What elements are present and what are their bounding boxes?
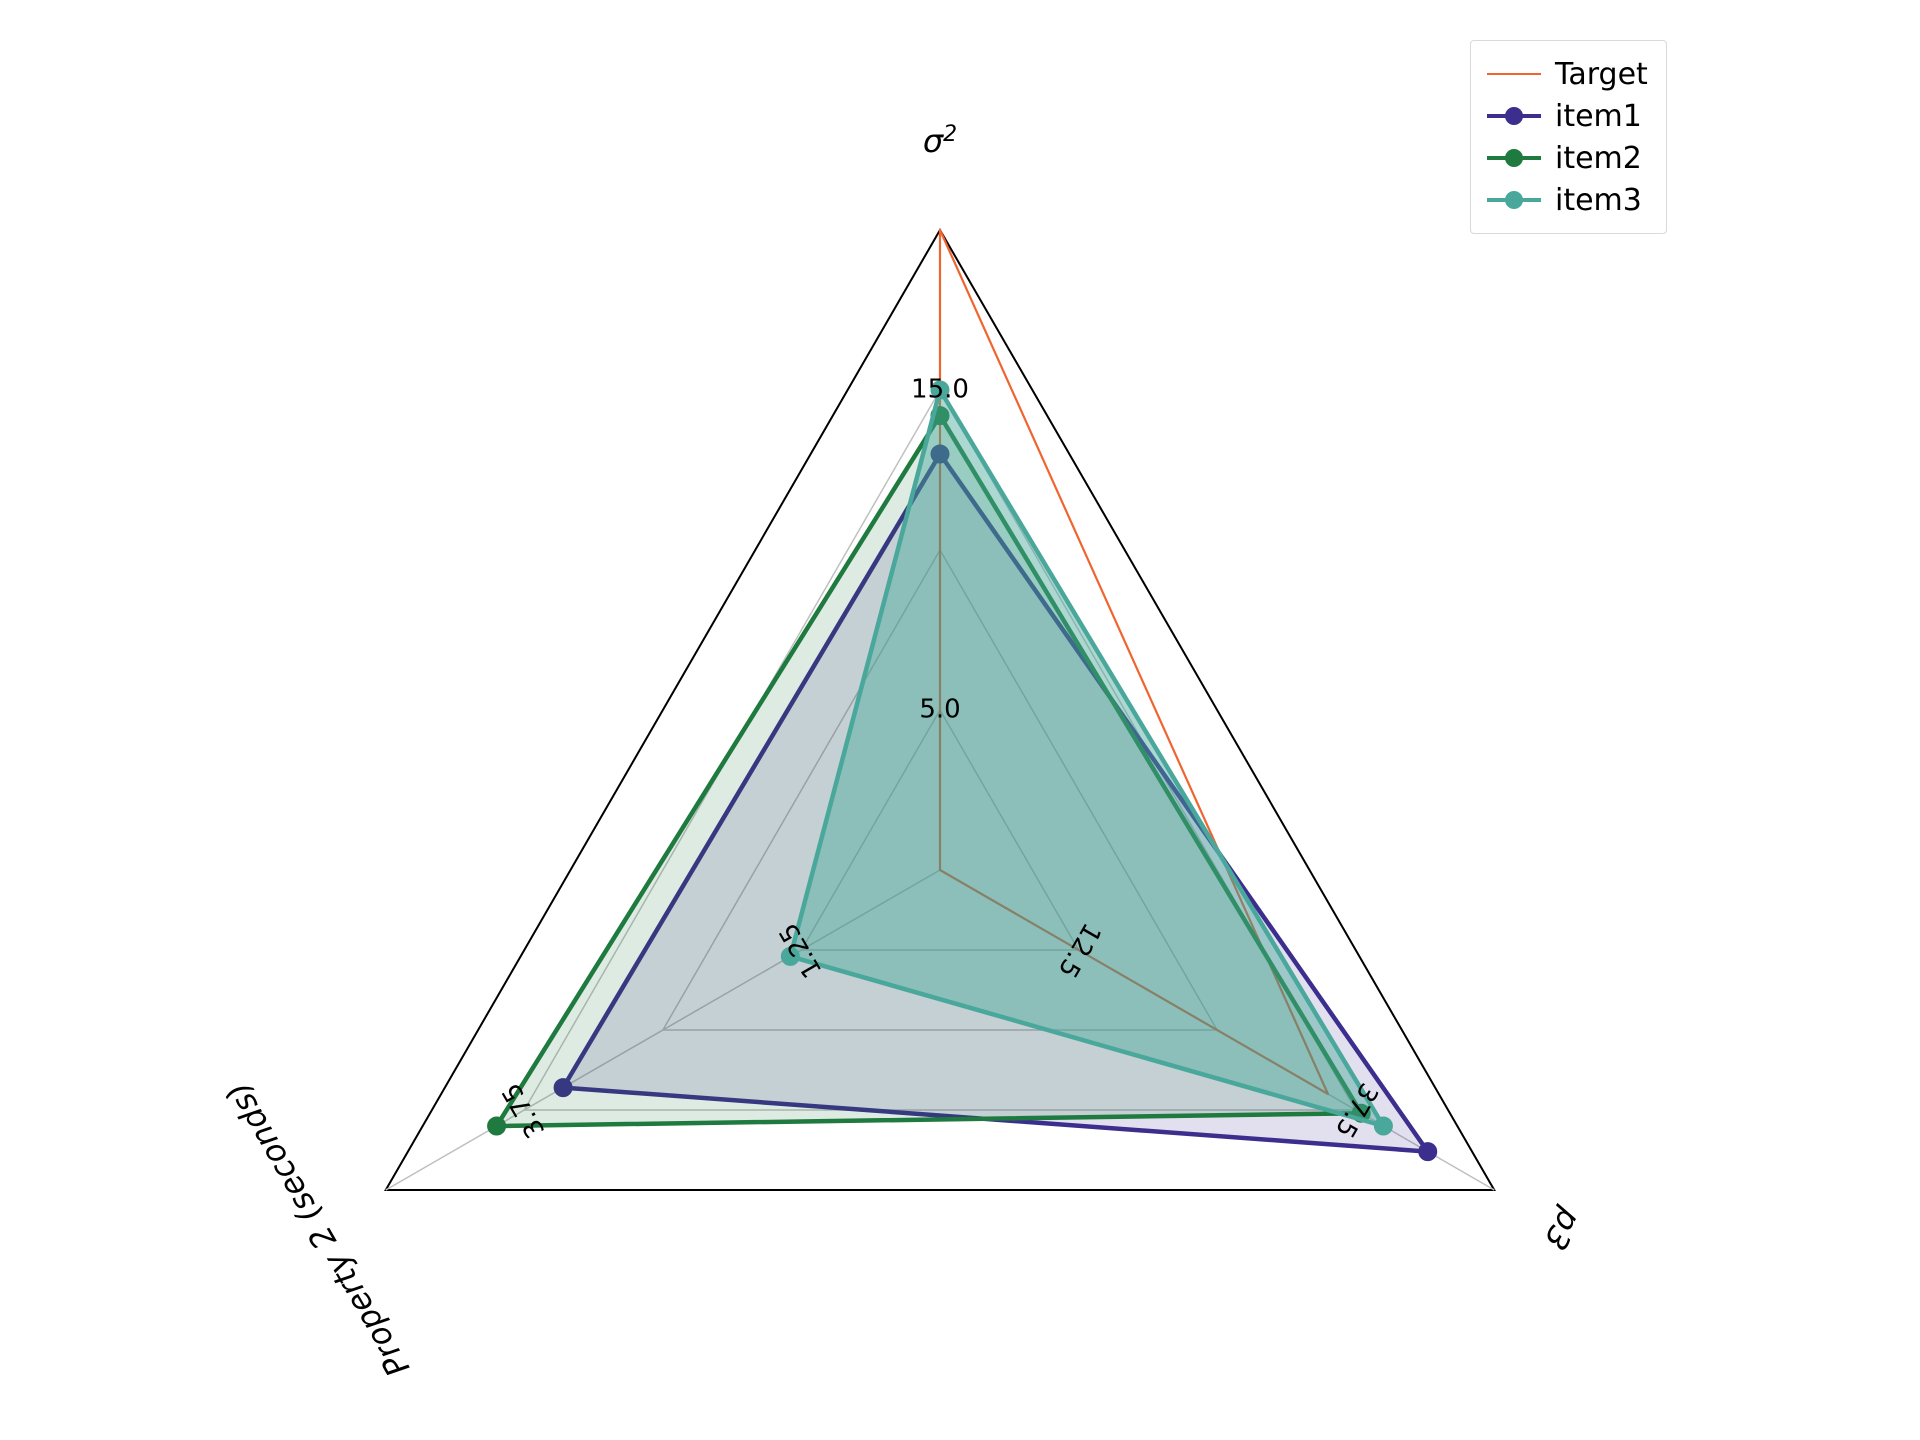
legend-label: item3: [1555, 183, 1642, 218]
radar-chart-container: 5.015.01.253.7512.537.5σ2Property 2 (sec…: [0, 0, 1920, 1440]
series-marker: [1419, 1143, 1437, 1161]
legend-swatch: [1487, 148, 1541, 168]
legend-swatch: [1487, 106, 1541, 126]
legend-item: Target: [1487, 53, 1648, 95]
axis-label: p3: [1536, 1201, 1590, 1256]
legend-label: Target: [1555, 57, 1648, 92]
legend-item: item2: [1487, 137, 1648, 179]
tick-label: 5.0: [919, 695, 960, 725]
series-group: [488, 230, 1437, 1161]
legend-item: item1: [1487, 95, 1648, 137]
tick-label: 15.0: [911, 375, 969, 405]
axis-label: σ2: [923, 122, 957, 160]
legend-label: item2: [1555, 141, 1642, 176]
legend-item: item3: [1487, 179, 1648, 221]
legend: Target item1 item2 item3: [1470, 40, 1667, 234]
axis-label: Property 2 (seconds): [218, 1076, 417, 1384]
legend-swatch: [1487, 190, 1541, 210]
series-marker: [1374, 1117, 1392, 1135]
legend-swatch: [1487, 64, 1541, 84]
series-marker: [488, 1117, 506, 1135]
legend-label: item1: [1555, 99, 1642, 134]
